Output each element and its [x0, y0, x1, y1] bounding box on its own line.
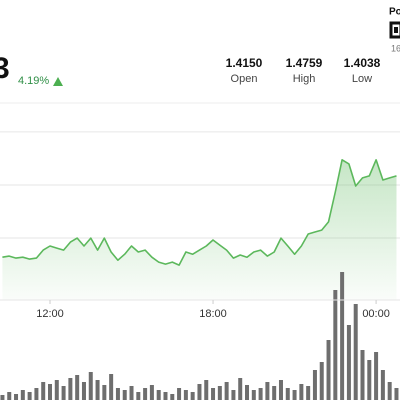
volume-bar — [61, 386, 66, 400]
stat-label: Open — [231, 73, 258, 85]
volume-bar — [54, 380, 59, 400]
exchange-icon — [389, 21, 400, 39]
volume-bar — [238, 378, 243, 400]
volume-bar — [272, 386, 277, 400]
volume-bar — [156, 390, 161, 400]
volume-bar — [285, 388, 290, 400]
volume-bar — [7, 392, 12, 400]
x-tick-label: 00:00 — [362, 308, 390, 320]
volume-bar — [197, 384, 202, 400]
price: 3 — [0, 52, 10, 85]
volume-bar — [68, 378, 73, 400]
corner-title: Po — [389, 7, 400, 18]
volume-bar — [333, 290, 338, 400]
corner-sub: 16 — [391, 43, 400, 53]
volume-bar — [149, 385, 154, 400]
volume-bar — [326, 340, 331, 400]
volume-bar — [170, 394, 175, 400]
stat-label: Low — [352, 73, 372, 85]
volume-bar — [387, 382, 392, 400]
volume-bar — [312, 370, 317, 400]
volume-bar — [251, 390, 256, 400]
volume-bar — [14, 394, 19, 400]
volume-bar — [224, 382, 229, 400]
volume-bar — [306, 386, 311, 400]
volume-bar — [48, 384, 52, 400]
stat-label: High — [293, 73, 316, 85]
x-tick-label: 18:00 — [199, 308, 227, 320]
volume-bar — [109, 374, 114, 400]
volume-bar — [41, 382, 46, 400]
volume-bar — [183, 390, 188, 400]
change: 4.19% — [18, 75, 49, 87]
volume-bar — [95, 380, 100, 400]
volume-bar — [81, 382, 86, 400]
volume-bar — [27, 392, 32, 400]
volume-bar — [0, 395, 5, 400]
volume-bar — [190, 392, 195, 400]
up-arrow — [53, 77, 63, 86]
volume-bar — [340, 272, 345, 400]
volume-bar — [319, 362, 324, 400]
x-tick-label: 12:00 — [36, 308, 64, 320]
volume-bar — [292, 390, 297, 400]
volume-bar — [34, 388, 39, 400]
volume-bar — [88, 372, 93, 400]
volume-bar — [20, 390, 25, 400]
price-line — [2, 159, 397, 266]
volume-bar — [177, 388, 182, 400]
volume-bar — [346, 325, 351, 400]
volume-bar — [122, 390, 127, 400]
volume-bar — [394, 388, 399, 400]
volume-bar — [231, 390, 236, 400]
volume-bar — [217, 386, 222, 400]
volume-bar — [278, 380, 283, 400]
volume-bar — [265, 382, 270, 400]
volume-bar — [75, 375, 80, 400]
price-area — [2, 159, 397, 300]
volume-bar — [204, 380, 209, 400]
volume-bar — [129, 386, 134, 400]
volume-bar — [115, 388, 120, 400]
volume-bar — [360, 350, 365, 400]
volume-bar — [258, 388, 263, 400]
volume-bar — [211, 388, 216, 400]
stat-value: 1.4759 — [286, 56, 323, 70]
volume-bar — [102, 385, 107, 400]
volume-bar — [299, 384, 304, 400]
volume-bar — [245, 385, 250, 400]
stat-value: 1.4038 — [344, 56, 381, 70]
volume-bar — [163, 392, 168, 400]
volume-bar — [367, 360, 372, 400]
stat-value: 1.4150 — [226, 56, 263, 70]
volume-bar — [380, 370, 385, 400]
volume-bar — [374, 352, 379, 400]
volume-bar — [353, 304, 358, 400]
volume-bar — [136, 392, 141, 400]
volume-bar — [143, 388, 148, 400]
